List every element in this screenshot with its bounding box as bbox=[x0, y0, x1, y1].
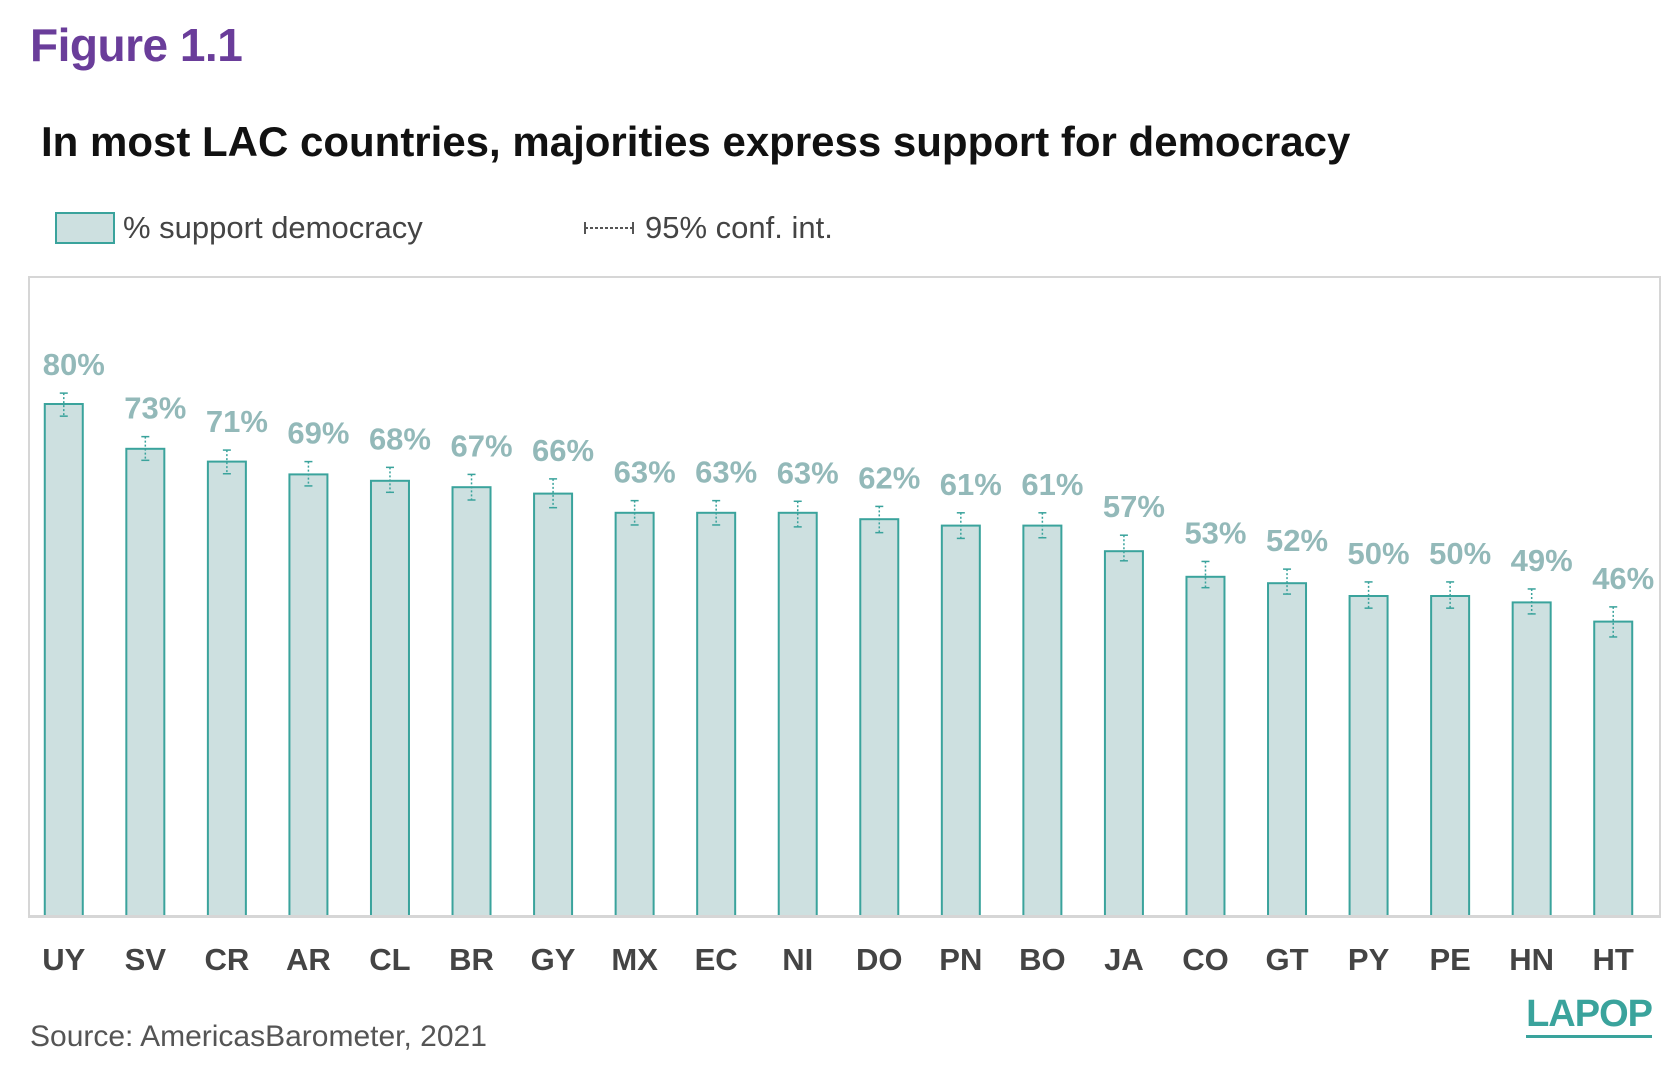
bar-ni bbox=[777, 511, 818, 917]
legend-ci-label: 95% conf. int. bbox=[645, 210, 833, 245]
category-label-mx: MX bbox=[611, 942, 658, 977]
category-label-pe: PE bbox=[1429, 942, 1470, 977]
category-label-gt: GT bbox=[1265, 942, 1308, 977]
ci-sv bbox=[141, 435, 150, 462]
category-label-hn: HN bbox=[1509, 942, 1554, 977]
bar-br bbox=[451, 486, 492, 917]
bar-pn bbox=[940, 524, 981, 917]
legend-ci-icon bbox=[584, 222, 634, 234]
chart-title: In most LAC countries, majorities expres… bbox=[41, 118, 1351, 165]
value-label-br: 67% bbox=[451, 428, 513, 463]
value-label-ht: 46% bbox=[1592, 561, 1654, 596]
bar-ec bbox=[696, 511, 737, 917]
value-label-gt: 52% bbox=[1266, 523, 1328, 558]
category-label-gy: GY bbox=[531, 942, 576, 977]
category-label-cr: CR bbox=[204, 942, 249, 977]
category-label-sv: SV bbox=[125, 942, 167, 977]
bar-gy bbox=[533, 492, 574, 917]
ci-pe bbox=[1446, 581, 1455, 609]
category-label-br: BR bbox=[449, 942, 494, 977]
category-label-py: PY bbox=[1348, 942, 1390, 977]
ci-gt bbox=[1283, 568, 1292, 595]
category-label-co: CO bbox=[1182, 942, 1229, 977]
legend-bar-label: % support democracy bbox=[123, 210, 423, 245]
category-label-ec: EC bbox=[695, 942, 738, 977]
value-label-mx: 63% bbox=[614, 455, 676, 490]
ci-ec bbox=[712, 499, 721, 526]
category-label-do: DO bbox=[856, 942, 903, 977]
ci-ni bbox=[793, 500, 802, 528]
bar-uy bbox=[43, 403, 84, 917]
bar-bo bbox=[1022, 524, 1063, 917]
bar-sv bbox=[125, 447, 166, 917]
category-label-pn: PN bbox=[939, 942, 982, 977]
bar-chart: 80% UY 73% SV 71% CR 69% AR 68% CL 67% BR 66% GY 63% MX… bbox=[28, 276, 1661, 977]
ci-ar bbox=[304, 460, 313, 487]
category-label-ar: AR bbox=[286, 942, 331, 977]
value-label-hn: 49% bbox=[1511, 543, 1573, 578]
category-label-uy: UY bbox=[42, 942, 85, 977]
value-label-ar: 69% bbox=[287, 416, 349, 451]
bar-cl bbox=[369, 479, 410, 917]
value-label-gy: 66% bbox=[532, 433, 594, 468]
value-label-pe: 50% bbox=[1429, 536, 1491, 571]
ci-py bbox=[1364, 581, 1373, 609]
category-label-ja: JA bbox=[1104, 942, 1144, 977]
value-label-co: 53% bbox=[1184, 515, 1246, 550]
value-label-py: 50% bbox=[1348, 536, 1410, 571]
legend-bar-swatch bbox=[55, 212, 115, 244]
category-label-bo: BO bbox=[1019, 942, 1066, 977]
value-label-do: 62% bbox=[858, 460, 920, 495]
ci-do bbox=[875, 505, 884, 534]
bar-py bbox=[1348, 595, 1389, 917]
bar-ht bbox=[1593, 620, 1634, 917]
ci-ht bbox=[1609, 606, 1618, 638]
bars-layer: 80% UY 73% SV 71% CR 69% AR 68% CL 67% BR 66% GY 63% MX… bbox=[42, 347, 1654, 977]
value-label-cl: 68% bbox=[369, 421, 431, 456]
plot-area-border bbox=[28, 276, 1661, 918]
category-label-ni: NI bbox=[782, 942, 813, 977]
bar-gt bbox=[1267, 582, 1308, 917]
value-label-cr: 71% bbox=[206, 404, 268, 439]
category-label-ht: HT bbox=[1593, 942, 1634, 977]
value-label-ec: 63% bbox=[695, 455, 757, 490]
bar-pe bbox=[1430, 595, 1471, 917]
ci-mx bbox=[630, 499, 639, 526]
bar-ar bbox=[288, 473, 329, 917]
ci-co bbox=[1201, 560, 1210, 589]
legend-item-bars: % support democracy bbox=[55, 210, 423, 246]
category-label-cl: CL bbox=[369, 942, 410, 977]
source-note: Source: AmericasBarometer, 2021 bbox=[30, 1020, 487, 1053]
value-label-uy: 80% bbox=[43, 347, 105, 382]
bar-ja bbox=[1103, 550, 1144, 917]
legend-item-ci: 95% conf. int. bbox=[583, 210, 833, 246]
chart-legend: % support democracy 95% conf. int. bbox=[55, 210, 955, 250]
ci-cl bbox=[385, 466, 394, 494]
figure-label: Figure 1.1 bbox=[30, 19, 243, 71]
value-label-ja: 57% bbox=[1103, 489, 1165, 524]
value-label-pn: 61% bbox=[940, 467, 1002, 502]
bar-hn bbox=[1511, 601, 1552, 918]
bar-cr bbox=[206, 460, 247, 917]
ci-hn bbox=[1527, 588, 1536, 615]
value-label-bo: 61% bbox=[1021, 467, 1083, 502]
lapop-logo: LAPOP bbox=[1526, 994, 1653, 1038]
ci-cr bbox=[222, 449, 231, 475]
ci-ja bbox=[1119, 534, 1128, 562]
bar-co bbox=[1185, 575, 1226, 917]
ci-gy bbox=[549, 478, 558, 509]
ci-br bbox=[467, 473, 476, 501]
bar-mx bbox=[614, 511, 655, 917]
ci-pn bbox=[956, 512, 965, 540]
value-label-ni: 63% bbox=[777, 455, 839, 490]
bar-do bbox=[859, 518, 900, 917]
ci-uy bbox=[59, 392, 68, 417]
value-label-sv: 73% bbox=[124, 391, 186, 426]
ci-bo bbox=[1038, 512, 1047, 539]
